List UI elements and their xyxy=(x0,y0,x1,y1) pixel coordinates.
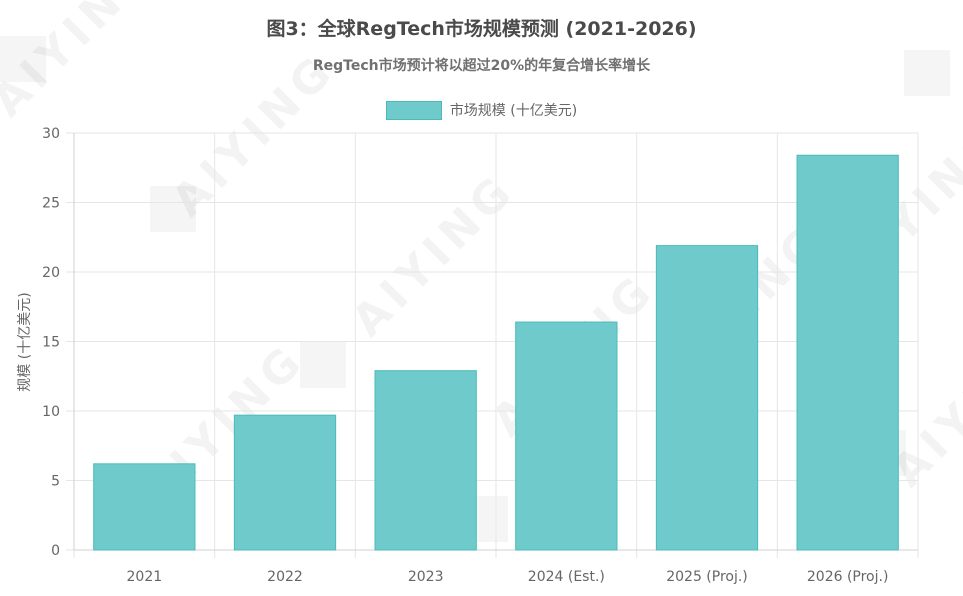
legend-label: 市场规模 (十亿美元) xyxy=(449,103,578,119)
y-tick-label: 10 xyxy=(42,404,60,420)
bar xyxy=(93,463,196,551)
y-tick-label: 0 xyxy=(51,543,60,559)
y-axis-label: 规模 (十亿美元) xyxy=(17,292,33,392)
bar xyxy=(233,414,337,551)
chart-title: 图3：全球RegTech市场规模预测 (2021-2026) xyxy=(266,18,697,40)
chart-legend[interactable]: 市场规模 (十亿美元) xyxy=(0,100,963,120)
y-tick-label: 20 xyxy=(42,265,60,281)
bar xyxy=(374,370,477,551)
x-tick-label: 2026 (Proj.) xyxy=(807,569,889,585)
x-tick-label: 2024 (Est.) xyxy=(528,569,605,585)
x-tick-label: 2022 xyxy=(267,569,303,585)
chart-subtitle: RegTech市场预计将以超过20%的年复合增长率增长 xyxy=(312,58,651,74)
y-tick-label: 5 xyxy=(51,474,60,490)
bar xyxy=(796,154,899,551)
bar xyxy=(515,321,618,551)
y-tick-label: 15 xyxy=(42,335,60,351)
x-tick-label: 2021 xyxy=(127,569,163,585)
x-tick-label: 2023 xyxy=(408,569,444,585)
legend-swatch xyxy=(385,100,442,120)
bar xyxy=(655,245,759,551)
x-tick-label: 2025 (Proj.) xyxy=(666,569,748,585)
y-tick-label: 25 xyxy=(42,196,60,212)
y-tick-label: 30 xyxy=(42,126,60,142)
